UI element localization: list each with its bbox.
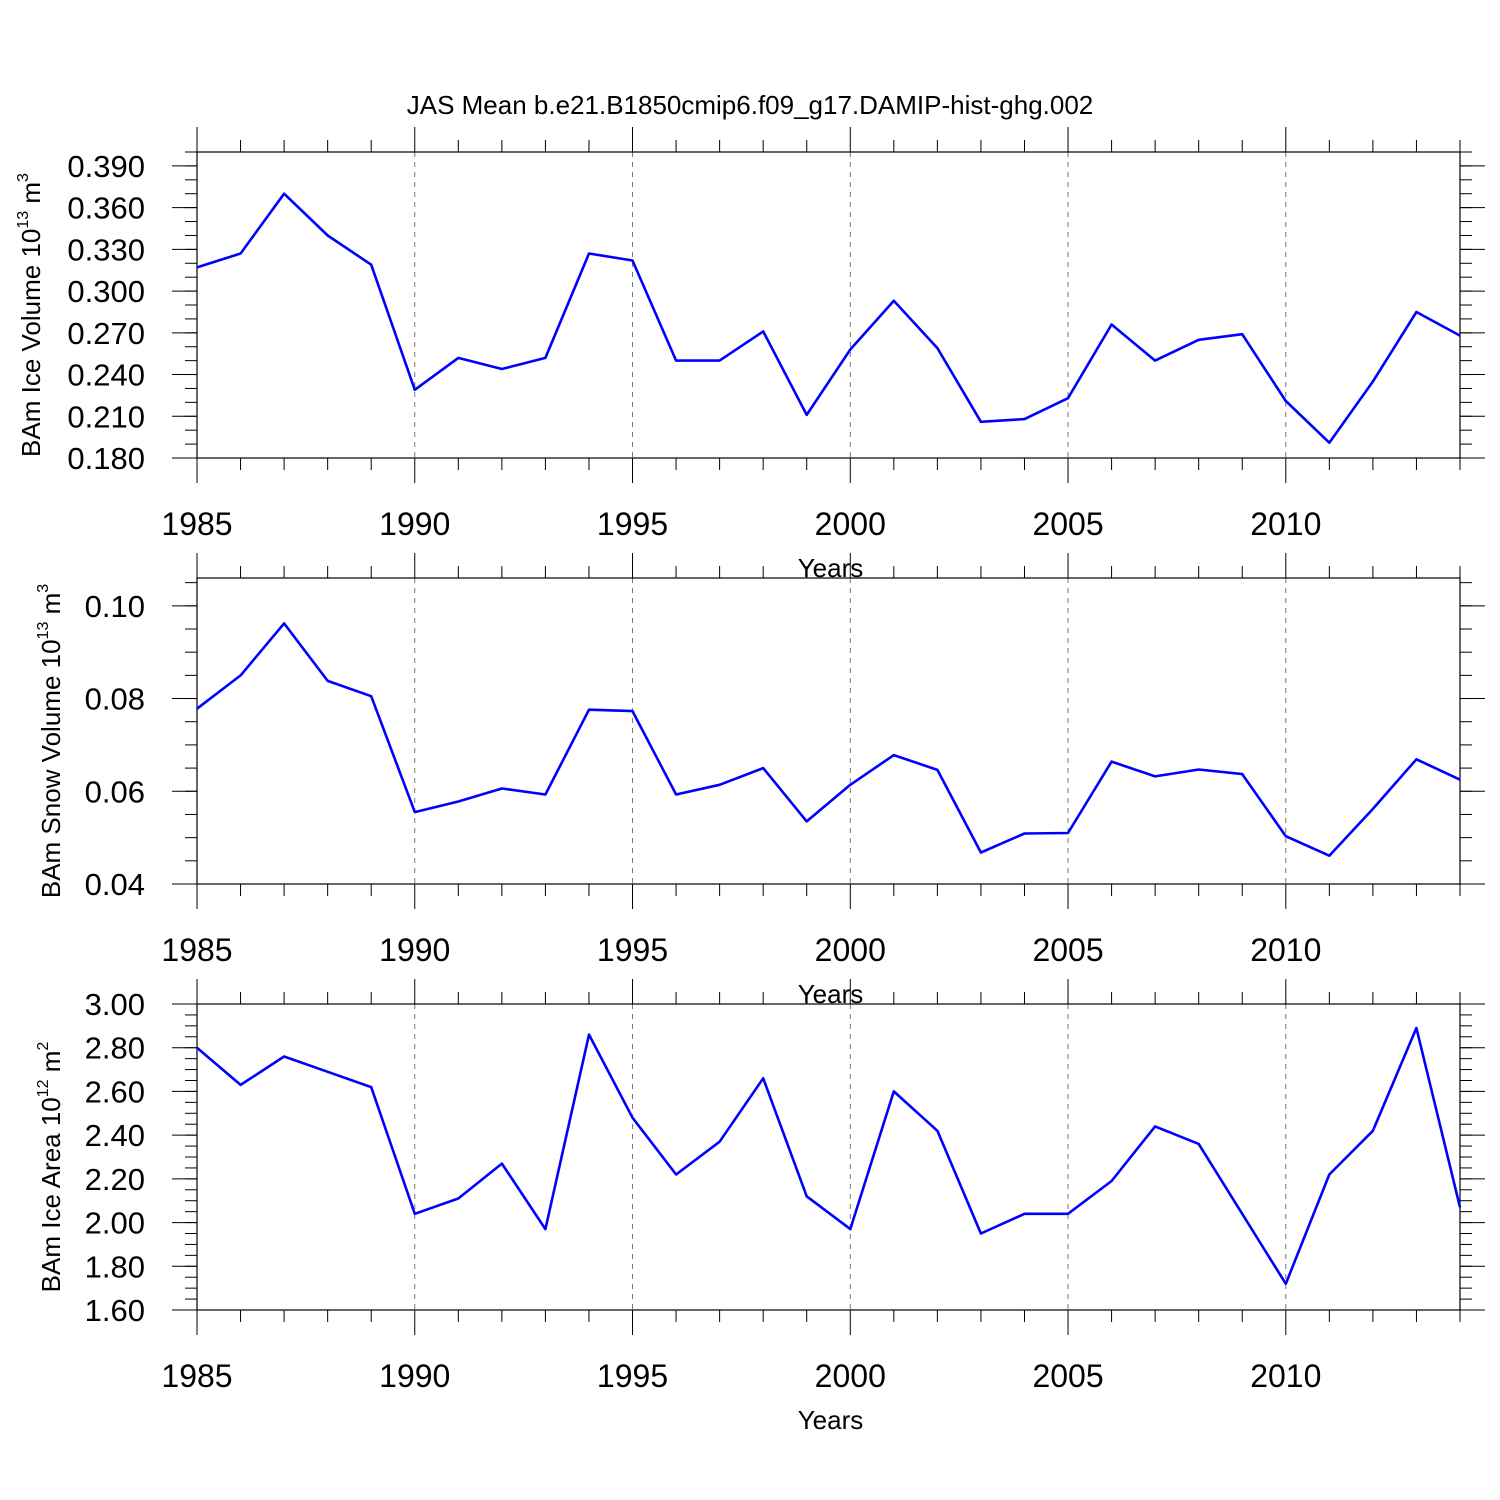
x-axis-label: Years: [798, 1405, 864, 1435]
y-axis-label: BAm Snow Volume 1013 m3: [35, 584, 66, 898]
y-tick-label: 1.60: [85, 1293, 145, 1328]
x-tick-label: 1985: [161, 932, 232, 968]
y-tick-label: 0.04: [85, 867, 145, 902]
y-tick-label: 0.300: [67, 274, 145, 309]
y-tick-label: 0.330: [67, 232, 145, 267]
x-tick-label: 1995: [597, 932, 668, 968]
x-tick-label: 2000: [815, 506, 886, 542]
y-tick-label: 3.00: [85, 987, 145, 1022]
x-tick-label: 2010: [1250, 506, 1321, 542]
x-tick-label: 1990: [379, 932, 450, 968]
x-tick-label: 2005: [1032, 506, 1103, 542]
y-tick-label: 2.40: [85, 1118, 145, 1153]
snow-volume-panel: 1985 1990 1995 2000 2005 2010 0.04 0.06 0.08 0.10…: [35, 553, 1485, 1009]
x-tick-label: 1985: [161, 506, 232, 542]
x-tick-label: 2005: [1032, 932, 1103, 968]
x-tick-label: 2000: [815, 1358, 886, 1394]
plot-frame: [196, 1003, 1461, 1311]
x-tick-label: 2010: [1250, 932, 1321, 968]
x-tick-label: 1995: [597, 506, 668, 542]
ice-volume-panel: 1985 1990 1995 2000 2005 2010 0.180 0.210 0.240 0…: [15, 127, 1485, 583]
x-tick-label: 2010: [1250, 1358, 1321, 1394]
y-tick-label: 2.00: [85, 1206, 145, 1241]
y-tick-label: 0.08: [85, 682, 145, 717]
y-tick-label: 2.20: [85, 1162, 145, 1197]
y-tick-label: 0.180: [67, 441, 145, 476]
plot-frame: [196, 577, 1461, 885]
series-line: [196, 192, 1461, 445]
ice-area-panel: 1985 1990 1995 2000 2005 2010 1.60 1.80 2.00 2.20…: [35, 979, 1485, 1435]
y-tick-label: 0.270: [67, 316, 145, 351]
x-tick-label: 2005: [1032, 1358, 1103, 1394]
y-tick-label: 2.60: [85, 1074, 145, 1109]
x-tick-label: 1990: [379, 1358, 450, 1394]
y-tick-label: 0.210: [67, 399, 145, 434]
x-tick-label: 1995: [597, 1358, 668, 1394]
y-axis-label: BAm Ice Area 1012 m2: [35, 1042, 66, 1293]
y-tick-label: 0.10: [85, 589, 145, 624]
y-tick-label: 2.80: [85, 1031, 145, 1066]
series-line: [196, 1026, 1462, 1286]
y-tick-label: 0.360: [67, 191, 145, 226]
y-tick-label: 0.06: [85, 774, 145, 809]
y-tick-label: 0.390: [67, 149, 145, 184]
x-tick-label: 1990: [379, 506, 450, 542]
x-tick-label: 2000: [815, 932, 886, 968]
y-tick-label: 1.80: [85, 1249, 145, 1284]
series-line: [196, 622, 1461, 858]
y-axis-label: BAm Ice Volume 1013 m3: [15, 173, 46, 457]
y-tick-label: 0.240: [67, 358, 145, 393]
figure-title: JAS Mean b.e21.B1850cmip6.f09_g17.DAMIP-…: [407, 90, 1094, 120]
x-tick-label: 1985: [161, 1358, 232, 1394]
